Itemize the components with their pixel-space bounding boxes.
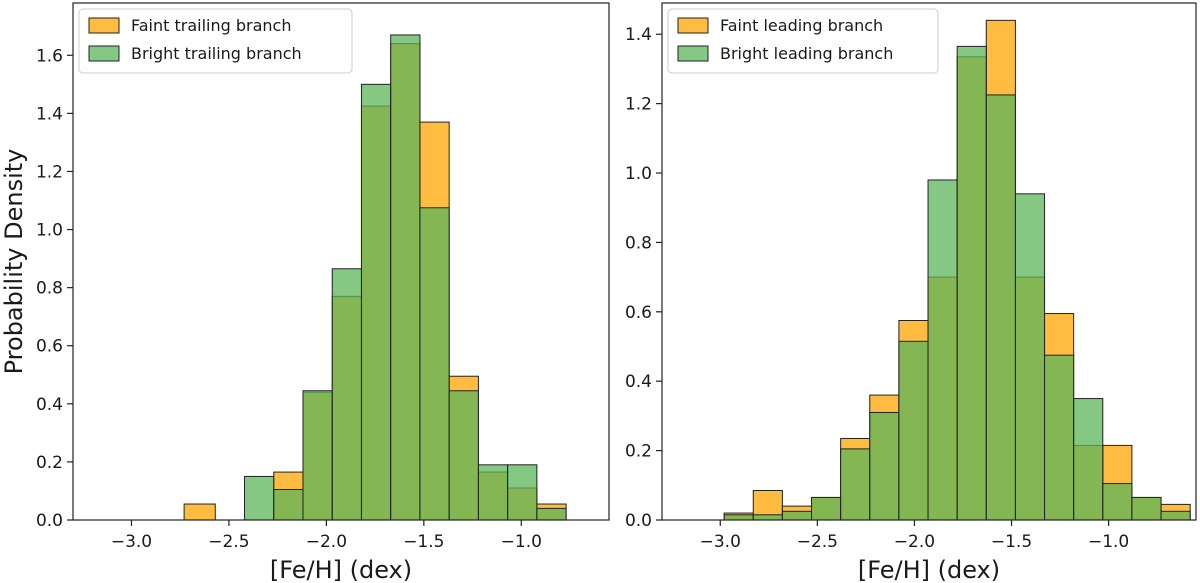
y-tick-label: 0.8	[625, 233, 652, 253]
histogram-bar	[1044, 354, 1075, 521]
histogram-bar	[477, 464, 509, 521]
plot-frame	[661, 2, 1197, 521]
y-tick-label: 0.6	[36, 337, 63, 357]
histogram-bar	[360, 83, 392, 521]
histogram-bar	[1014, 193, 1046, 521]
histogram-bar	[752, 514, 783, 521]
legend-label: Faint leading branch	[720, 16, 883, 35]
y-tick-label: 1.0	[625, 164, 652, 184]
y-tick-label: 0.4	[625, 372, 652, 392]
histogram-bar	[869, 411, 900, 521]
histogram-bar	[183, 503, 216, 521]
x-tick-label: −1.0	[501, 532, 542, 552]
histogram-bar	[302, 390, 333, 521]
histogram-bar	[1131, 496, 1162, 521]
legend-box	[667, 8, 939, 74]
histogram-bar	[811, 496, 842, 521]
x-tick-label: −3.0	[700, 532, 741, 552]
y-axis-label: Probability Density	[0, 149, 28, 375]
x-axis-label: [Fe/H] (dex)	[270, 556, 412, 583]
y-tick-label: 0.4	[36, 395, 63, 415]
histogram-bar	[507, 464, 538, 521]
histogram-bar	[927, 179, 958, 521]
y-tick-label: 0.0	[36, 511, 63, 531]
series-1	[723, 45, 1191, 521]
y-tick-label: 0.6	[625, 303, 652, 323]
legend-label: Bright trailing branch	[131, 44, 302, 63]
y-tick-label: 1.2	[625, 95, 652, 115]
legend-swatch	[88, 17, 120, 34]
histogram-bar	[1102, 483, 1133, 521]
plot-frame	[72, 2, 610, 521]
histogram-bar	[840, 448, 871, 521]
legend-box	[78, 8, 353, 74]
legend: Faint trailing branch Bright trailing bra…	[78, 8, 353, 74]
legend-label: Bright leading branch	[720, 44, 893, 63]
series-1	[244, 34, 567, 521]
legend-label: Faint trailing branch	[131, 16, 291, 35]
y-tick-label: 0.2	[625, 442, 652, 462]
histogram-bar	[1160, 510, 1191, 521]
legend-swatch	[677, 17, 709, 34]
histogram-bar	[273, 489, 304, 521]
leading-branch-panel: −3.0 −2.5 −2.0 −1.5 −1.0 0.0 0.2 0.4 0.6 0.8 1.0 1.…	[625, 2, 1197, 583]
histogram-bar	[1073, 398, 1104, 521]
y-tick-label: 0.8	[36, 279, 63, 299]
histogram-bar	[956, 45, 987, 521]
y-tick-label: 1.2	[36, 162, 63, 182]
legend-swatch	[88, 45, 120, 62]
x-tick-label: −2.0	[894, 532, 935, 552]
histogram-bar	[898, 340, 929, 521]
y-tick-label: 1.4	[36, 104, 63, 124]
trailing-branch-panel: −3.0 −2.5 −2.0 −1.5 −1.0 0.0 0.2 0.4 0.6 0.8 1.0 1.…	[0, 2, 610, 583]
histogram-bar	[448, 390, 479, 521]
histogram-bar	[244, 475, 275, 521]
y-tick-label: 0.2	[36, 453, 63, 473]
y-tick-label: 0.0	[625, 511, 652, 531]
y-tick-label: 1.0	[36, 221, 63, 241]
x-tick-label: −2.5	[797, 532, 838, 552]
x-tick-label: −3.0	[111, 532, 152, 552]
histogram-bar	[331, 268, 362, 521]
histogram-bar	[536, 507, 567, 521]
legend-swatch	[677, 45, 709, 62]
x-tick-label: −1.0	[1088, 532, 1129, 552]
x-tick-label: −1.5	[403, 532, 444, 552]
histogram-bar	[723, 514, 754, 521]
y-tick-label: 1.6	[36, 46, 63, 66]
y-tick-label: 1.4	[625, 25, 652, 45]
legend: Faint leading branch Bright leading branc…	[667, 8, 939, 74]
histogram-bar	[781, 510, 813, 521]
x-axis-label: [Fe/H] (dex)	[858, 556, 1000, 583]
x-tick-label: −2.5	[208, 532, 249, 552]
histogram-bar	[390, 34, 421, 521]
histogram-bar	[419, 207, 450, 521]
x-tick-label: −2.0	[306, 532, 347, 552]
histogram-bar	[985, 94, 1016, 521]
x-tick-label: −1.5	[991, 532, 1032, 552]
